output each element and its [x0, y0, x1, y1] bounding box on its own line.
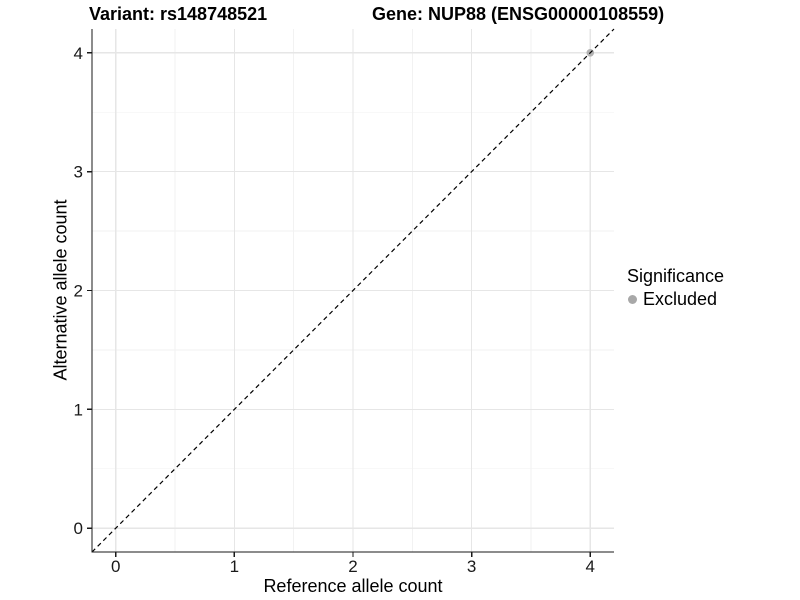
- x-tick-label: 0: [111, 557, 120, 576]
- x-axis-label: Reference allele count: [263, 576, 443, 596]
- legend-item-label: Excluded: [643, 288, 718, 309]
- plot-title-gene: Gene: NUP88 (ENSG00000108559): [372, 4, 665, 24]
- y-tick-label: 0: [74, 519, 83, 538]
- x-tick-label: 1: [230, 557, 239, 576]
- identity-line: [91, 28, 615, 553]
- legend-title: Significance: [627, 266, 725, 286]
- plot-title-variant: Variant: rs148748521: [89, 4, 268, 24]
- legend: Significance Excluded: [627, 265, 724, 310]
- x-tick-label: 4: [586, 557, 595, 576]
- excluded-point-icon: [628, 294, 637, 304]
- y-tick-label: 2: [74, 282, 83, 301]
- x-tick-label: 3: [467, 557, 476, 576]
- y-tick-label: 1: [74, 400, 83, 419]
- x-tick-label: 2: [348, 557, 357, 576]
- legend-item-excluded: Excluded: [627, 289, 724, 310]
- y-axis-label: Alternative allele count: [50, 199, 71, 381]
- y-tick-label: 4: [74, 44, 83, 63]
- y-tick-label: 3: [74, 163, 83, 182]
